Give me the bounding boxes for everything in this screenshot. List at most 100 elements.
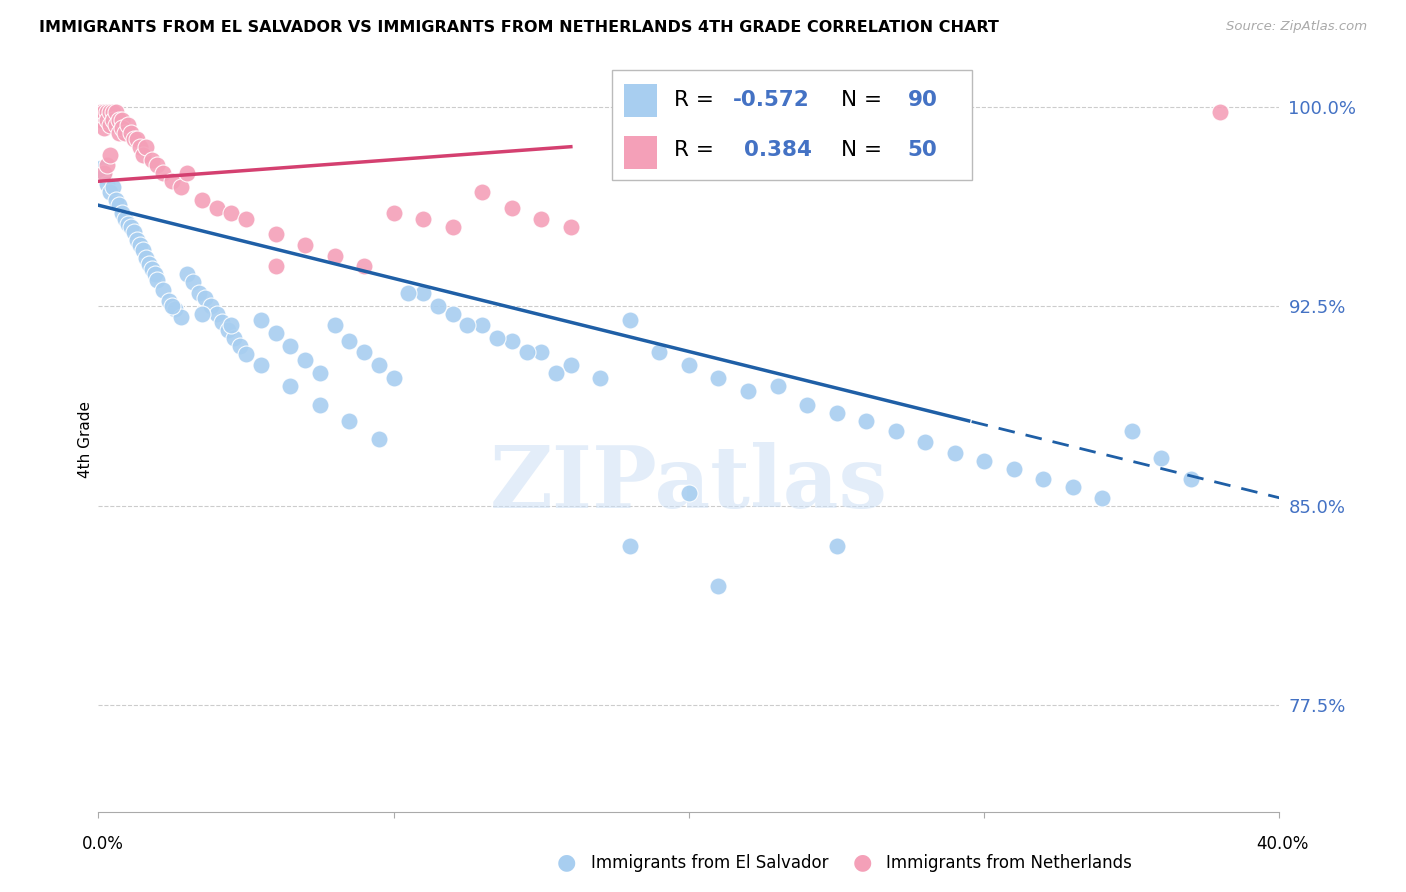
Point (152, 166, 174, 180)
Point (678, 358, 700, 372)
Point (441, 307, 464, 321)
Point (501, 201, 523, 215)
Point (170, 179, 193, 194)
Point (250, 312, 273, 326)
Point (98, 185, 121, 199)
Point (382, 371, 405, 385)
Point (108, 113, 131, 128)
Point (229, 339, 252, 353)
Point (98, 119, 121, 133)
Point (648, 344, 671, 359)
Point (93, 105, 115, 120)
Point (1121, 425, 1143, 439)
Point (111, 113, 134, 128)
Point (589, 371, 612, 385)
Point (884, 425, 907, 439)
Point (546, 366, 568, 380)
Point (224, 331, 246, 345)
Point (187, 285, 209, 300)
Point (103, 179, 125, 194)
Point (90, 113, 112, 128)
Point (170, 310, 193, 324)
Point (412, 285, 434, 300)
Text: N =: N = (841, 140, 889, 161)
Point (914, 434, 936, 449)
Point (135, 139, 157, 153)
Point (105, 119, 128, 133)
Point (737, 384, 759, 399)
Point (427, 299, 450, 313)
Point (353, 344, 375, 359)
Point (108, 127, 131, 141)
Point (103, 105, 125, 120)
Point (1209, 105, 1232, 120)
Point (339, 334, 360, 348)
Text: IMMIGRANTS FROM EL SALVADOR VS IMMIGRANTS FROM NETHERLANDS 4TH GRADE CORRELATION: IMMIGRANTS FROM EL SALVADOR VS IMMIGRANT… (39, 20, 1000, 35)
Point (278, 339, 302, 353)
Point (707, 371, 730, 385)
Text: 0.0%: 0.0% (82, 835, 124, 853)
Point (1032, 472, 1054, 486)
Point (619, 539, 641, 553)
Point (530, 211, 553, 226)
Point (103, 113, 125, 128)
Point (619, 312, 641, 326)
Point (143, 268, 166, 282)
Point (501, 334, 523, 348)
Point (471, 185, 494, 199)
Text: R =: R = (673, 140, 727, 161)
Point (105, 105, 128, 120)
Point (309, 398, 332, 412)
Point (96, 113, 118, 128)
Point (205, 201, 228, 215)
Point (339, 414, 360, 428)
Point (108, 198, 131, 212)
Point (825, 539, 848, 553)
Text: 90: 90 (907, 89, 938, 110)
Point (219, 318, 242, 332)
Point (90, 161, 112, 175)
Point (368, 432, 391, 446)
Point (93, 169, 115, 183)
Point (117, 217, 139, 231)
Point (560, 219, 582, 234)
Point (111, 206, 134, 220)
Point (560, 358, 582, 372)
Point (530, 344, 553, 359)
Point (323, 318, 346, 332)
Point (181, 276, 204, 290)
Point (165, 301, 187, 316)
Point (120, 127, 142, 141)
Point (135, 252, 157, 266)
Text: 0.384: 0.384 (744, 140, 813, 161)
Point (235, 211, 257, 226)
Point (176, 166, 198, 180)
Point (235, 347, 257, 361)
Point (264, 326, 287, 340)
Point (796, 398, 818, 412)
Point (162, 299, 183, 313)
Point (122, 225, 145, 239)
Text: Source: ZipAtlas.com: Source: ZipAtlas.com (1226, 20, 1367, 33)
Point (191, 193, 214, 207)
Point (678, 485, 700, 500)
Point (125, 132, 148, 146)
Point (125, 233, 148, 247)
Text: Immigrants from Netherlands: Immigrants from Netherlands (886, 854, 1132, 871)
Point (200, 299, 222, 313)
Point (412, 211, 434, 226)
Point (368, 358, 391, 372)
Point (128, 139, 150, 153)
Point (855, 414, 877, 428)
Point (138, 257, 160, 271)
Point (205, 307, 228, 321)
Point (157, 293, 180, 308)
FancyBboxPatch shape (612, 70, 973, 180)
Text: ●: ● (852, 853, 872, 872)
Point (111, 121, 134, 136)
Point (1002, 461, 1025, 475)
Point (250, 358, 273, 372)
Point (943, 445, 966, 459)
Point (117, 119, 139, 133)
Point (105, 193, 128, 207)
